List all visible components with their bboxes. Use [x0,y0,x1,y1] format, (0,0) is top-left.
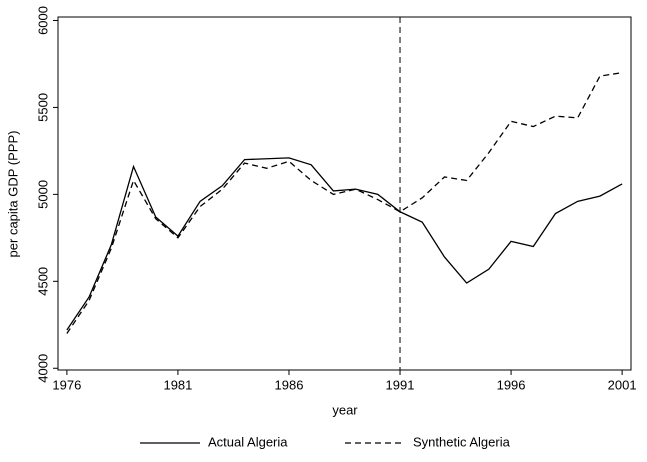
x-tick-label: 1991 [386,377,415,392]
series-line [66,72,623,334]
y-tick-label: 4500 [35,267,50,296]
x-axis-label: year [332,402,358,417]
x-tick-label: 1981 [163,377,192,392]
y-axis-label: per capita GDP (PPP) [5,131,20,258]
x-tick-label: 2001 [608,377,637,392]
x-tick-label: 1996 [497,377,526,392]
x-tick-label: 1986 [275,377,304,392]
y-tick-label: 4000 [35,354,50,383]
series-line [66,157,623,331]
legend-label: Actual Algeria [208,434,288,449]
plot-frame [57,16,632,371]
x-tick-label: 1976 [52,377,81,392]
y-tick-label: 6000 [35,6,50,35]
legend-label: Synthetic Algeria [413,434,511,449]
y-tick-label: 5500 [35,93,50,122]
y-tick-label: 5000 [35,180,50,209]
